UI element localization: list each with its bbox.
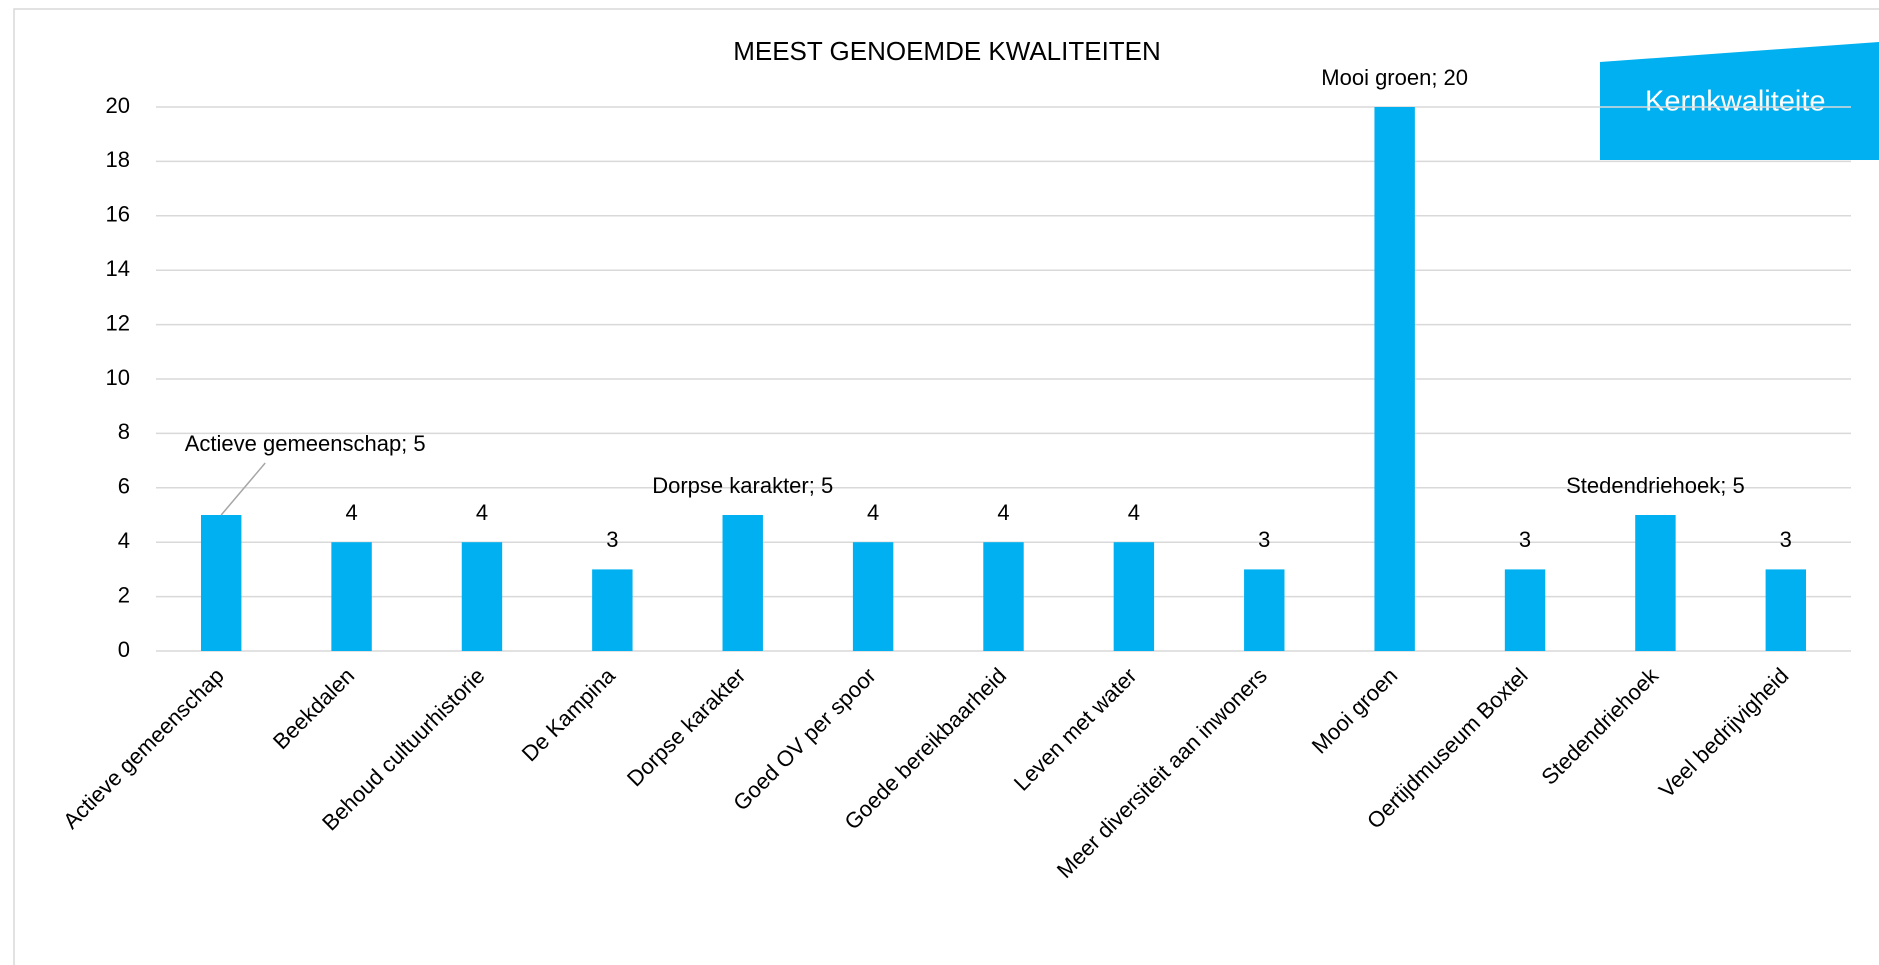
leader-line [220, 462, 266, 516]
bar [1504, 569, 1546, 651]
bar [983, 542, 1024, 651]
bar [1113, 542, 1155, 651]
data-label: 4 [997, 500, 1009, 525]
bar [722, 515, 763, 651]
data-label: 3 [1258, 527, 1270, 552]
y-tick-label: 4 [118, 528, 130, 553]
y-tick-label: 16 [106, 202, 130, 227]
data-label: 3 [1780, 527, 1792, 552]
bar [1765, 569, 1807, 651]
y-tick-label: 8 [118, 419, 130, 444]
y-tick-label: 14 [106, 256, 130, 281]
bar [1374, 107, 1415, 651]
data-label: Actieve gemeenschap; 5 [185, 431, 426, 456]
bar [1635, 515, 1676, 651]
data-label: 3 [606, 527, 618, 552]
bar [200, 515, 242, 651]
y-tick-label: 2 [118, 582, 130, 607]
bar [852, 542, 894, 651]
bar [461, 542, 503, 651]
bar [1244, 569, 1285, 651]
bar [331, 542, 372, 651]
y-tick-label: 10 [106, 365, 130, 390]
y-tick-label: 0 [118, 637, 130, 662]
data-label: 4 [345, 500, 357, 525]
data-label: 4 [1128, 500, 1140, 525]
data-label: Mooi groen; 20 [1321, 65, 1468, 90]
y-tick-label: 18 [106, 147, 130, 172]
data-label: 4 [867, 500, 879, 525]
y-tick-label: 6 [118, 474, 130, 499]
y-tick-label: 20 [106, 93, 130, 118]
data-label: Dorpse karakter; 5 [652, 473, 833, 498]
data-label: Stedendriehoek; 5 [1566, 473, 1745, 498]
banner-text: Kernkwaliteite [1645, 86, 1826, 118]
bar [592, 569, 633, 651]
chart-border [13, 8, 1879, 965]
data-label: 3 [1519, 527, 1531, 552]
banner-shape [1600, 42, 1879, 160]
chart-title: MEEST GENOEMDE KWALITEITEN [733, 36, 1161, 66]
data-label: 4 [476, 500, 488, 525]
y-tick-label: 12 [106, 310, 130, 335]
